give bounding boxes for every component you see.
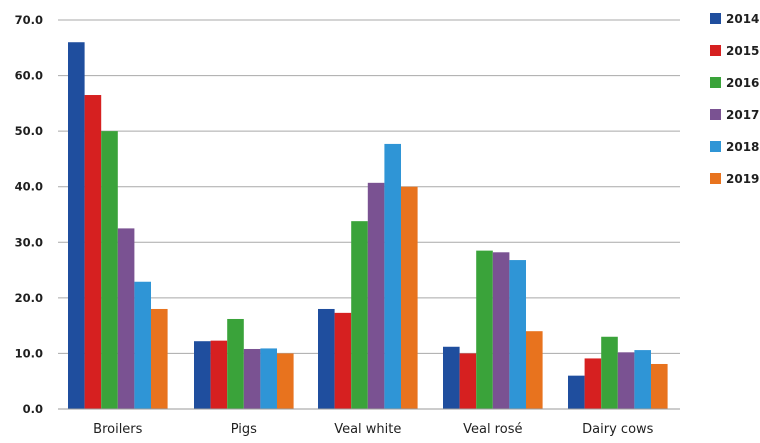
legend-swatch-2014 [710, 13, 721, 24]
y-tick-label: 40.0 [15, 180, 43, 194]
legend-label-2015: 2015 [726, 44, 759, 58]
x-tick-label: Broilers [93, 422, 142, 437]
bar-2019-4 [651, 363, 668, 409]
bar-2016-1 [227, 318, 244, 409]
bar-2017-0 [117, 228, 135, 409]
axes: 0.0 10.0 20.0 30.0 40.0 50.0 60.0 70.0 Broilers P… [15, 13, 680, 437]
bar-2016-4 [601, 336, 618, 409]
y-tick-label: 0.0 [23, 402, 43, 416]
legend-label-2018: 2018 [726, 140, 759, 154]
x-tick-label: Veal rosé [463, 422, 522, 437]
y-tick-label: 30.0 [15, 235, 43, 249]
bar-2018-4 [634, 350, 651, 409]
bar-2014-3 [443, 346, 460, 409]
bar-2014-1 [194, 341, 211, 409]
legend-label-2017: 2017 [726, 108, 759, 122]
y-tick-label: 60.0 [15, 69, 43, 83]
x-tick-label: Pigs [231, 422, 257, 437]
y-tick-label: 50.0 [15, 124, 43, 138]
bar-2019-1 [277, 353, 294, 409]
bar-2015-2 [334, 312, 352, 409]
bar-2014-0 [68, 42, 85, 409]
bar-2019-2 [401, 186, 418, 409]
bar-2016-3 [476, 250, 493, 409]
bar-2019-0 [151, 308, 168, 409]
legend: 2014 2015 2016 2017 2018 2019 [710, 12, 759, 186]
bar-2018-1 [260, 348, 277, 409]
y-tick-label: 10.0 [15, 346, 43, 360]
bar-2018-0 [134, 281, 151, 409]
bar-2017-2 [367, 182, 385, 409]
bar-2014-2 [318, 308, 335, 409]
x-tick-label: Dairy cows [582, 422, 653, 437]
bar-2019-3 [526, 331, 543, 409]
legend-label-2019: 2019 [726, 172, 759, 186]
bar-2017-4 [617, 352, 635, 409]
bar-2015-0 [84, 95, 102, 410]
bar-2014-4 [568, 375, 585, 409]
bars [68, 42, 668, 410]
legend-label-2014: 2014 [726, 12, 759, 26]
y-tick-label: 70.0 [15, 13, 43, 27]
bar-2015-4 [584, 358, 602, 409]
legend-swatch-2015 [710, 45, 721, 56]
legend-swatch-2019 [710, 173, 721, 184]
legend-swatch-2017 [710, 109, 721, 120]
bar-2018-3 [509, 260, 526, 409]
bar-2015-1 [210, 340, 228, 409]
legend-swatch-2018 [710, 141, 721, 152]
bar-2015-3 [459, 353, 477, 409]
bar-2017-1 [243, 348, 261, 409]
bar-2018-2 [384, 143, 401, 409]
x-tick-label: Veal white [334, 422, 401, 437]
bar-2016-0 [101, 131, 118, 409]
bar-2017-3 [492, 252, 510, 409]
legend-label-2016: 2016 [726, 76, 759, 90]
y-tick-label: 20.0 [15, 291, 43, 305]
legend-swatch-2016 [710, 77, 721, 88]
bar-2016-2 [351, 221, 368, 409]
